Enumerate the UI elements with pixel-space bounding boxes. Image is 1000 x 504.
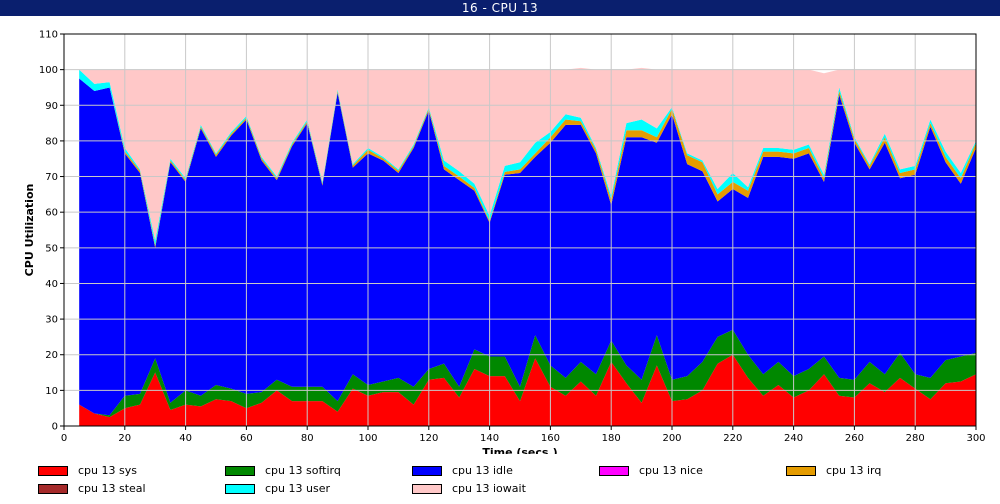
x-axis-ticks: 0 20 40 60 80 100 120 140 160 180 200 220 240 260 280 3… xyxy=(61,426,986,444)
y-tick-label: 0 xyxy=(52,422,58,433)
series-area-1 xyxy=(79,329,976,418)
x-tick-label: 140 xyxy=(480,433,499,444)
legend-label: cpu 13 iowait xyxy=(452,482,526,495)
y-tick-label: 70 xyxy=(45,172,58,183)
legend-label: cpu 13 steal xyxy=(78,482,146,495)
legend-swatch xyxy=(38,466,68,476)
y-tick-label: 80 xyxy=(45,136,58,147)
series-area-2 xyxy=(79,78,976,416)
legend-label: cpu 13 idle xyxy=(452,464,513,477)
window-title: 16 - CPU 13 xyxy=(0,0,1000,16)
legend-label: cpu 13 nice xyxy=(639,464,703,477)
x-tick-label: 300 xyxy=(966,433,985,444)
x-tick-label: 80 xyxy=(301,433,314,444)
x-tick-label: 20 xyxy=(118,433,131,444)
y-tick-label: 30 xyxy=(45,315,58,326)
series-area-6 xyxy=(79,69,976,246)
x-tick-label: 40 xyxy=(179,433,192,444)
y-tick-label: 100 xyxy=(39,65,58,76)
x-tick-label: 60 xyxy=(240,433,253,444)
plot-frame: 0 20 40 60 80 100 120 140 160 180 200 220 240 260 280 3… xyxy=(0,16,1000,455)
legend-swatch xyxy=(38,484,68,494)
y-tick-label: 20 xyxy=(45,350,58,361)
plot-border xyxy=(63,33,977,427)
y-tick-label: 60 xyxy=(45,208,58,219)
legend-swatch xyxy=(599,466,629,476)
y-tick-label: 10 xyxy=(45,386,58,397)
legend-swatch xyxy=(225,484,255,494)
x-tick-label: 200 xyxy=(662,433,681,444)
legend-label: cpu 13 sys xyxy=(78,464,137,477)
y-axis-label: CPU Utilization xyxy=(23,184,36,277)
x-tick-label: 240 xyxy=(784,433,803,444)
grid-lines xyxy=(64,34,976,426)
x-tick-label: 160 xyxy=(541,433,560,444)
legend-label: cpu 13 irq xyxy=(826,464,882,477)
series-area-7 xyxy=(79,67,976,241)
stacked-area-chart: 0 20 40 60 80 100 120 140 160 180 200 220 240 260 280 3… xyxy=(23,30,986,455)
x-tick-label: 100 xyxy=(358,433,377,444)
legend-swatch xyxy=(225,466,255,476)
x-axis-label: Time (secs.) xyxy=(482,446,557,454)
x-tick-label: 120 xyxy=(419,433,438,444)
legend-label: cpu 13 user xyxy=(265,482,330,495)
x-tick-label: 220 xyxy=(723,433,742,444)
series-areas xyxy=(79,67,976,426)
legend-swatch xyxy=(412,466,442,476)
x-tick-label: 180 xyxy=(602,433,621,444)
y-tick-label: 90 xyxy=(45,101,58,112)
x-tick-label: 280 xyxy=(906,433,925,444)
y-tick-label: 110 xyxy=(39,30,58,41)
y-tick-label: 50 xyxy=(45,243,58,254)
y-tick-label: 40 xyxy=(45,279,58,290)
y-axis-ticks: 0 10 20 30 40 50 60 70 80 90 100 110 xyxy=(39,30,64,433)
x-tick-label: 260 xyxy=(845,433,864,444)
legend-swatch xyxy=(786,466,816,476)
legend-label: cpu 13 softirq xyxy=(265,464,341,477)
series-area-4 xyxy=(79,78,976,248)
x-tick-label: 0 xyxy=(61,433,67,444)
legend-swatch xyxy=(412,484,442,494)
legend: cpu 13 sys cpu 13 softirq cpu 13 idle cpu 1… xyxy=(0,462,1000,504)
